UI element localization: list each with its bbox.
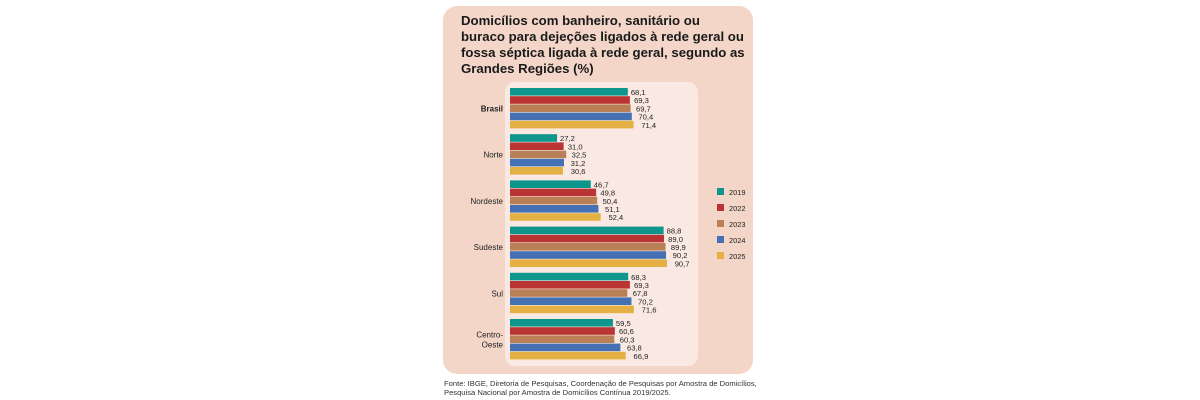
data-label: 32,5 bbox=[572, 151, 587, 160]
bar-2025 bbox=[510, 305, 634, 314]
data-label: 89,0 bbox=[668, 235, 683, 244]
bar-2023 bbox=[510, 196, 598, 205]
bar-2022 bbox=[510, 188, 597, 197]
legend-label: 2019 bbox=[729, 188, 745, 197]
bar-2025 bbox=[510, 167, 563, 175]
data-label: 63,8 bbox=[627, 344, 642, 353]
data-label: 70,4 bbox=[638, 113, 653, 122]
bar-2022 bbox=[510, 234, 664, 243]
chart-title: Domicílios com banheiro, sanitário ou bu… bbox=[461, 13, 745, 76]
category-label: Sul bbox=[491, 289, 503, 298]
bar-2022 bbox=[510, 142, 564, 150]
bar-2019 bbox=[510, 226, 664, 235]
data-label: 68,3 bbox=[631, 273, 646, 282]
data-label: 90,7 bbox=[675, 259, 690, 268]
plot-area bbox=[505, 82, 698, 366]
bar-2019 bbox=[510, 88, 628, 96]
data-label: 51,1 bbox=[605, 205, 620, 214]
data-label: 52,4 bbox=[608, 213, 623, 222]
data-label: 27,2 bbox=[560, 134, 575, 143]
bar-2025 bbox=[510, 120, 634, 129]
data-label: 31,2 bbox=[571, 159, 586, 168]
bar-2023 bbox=[510, 150, 567, 159]
bar-2019 bbox=[510, 180, 591, 188]
bar-2025 bbox=[510, 259, 667, 267]
bar-2024 bbox=[510, 251, 667, 259]
category-label: Oeste bbox=[482, 341, 504, 350]
source-note: Fonte: IBGE, Diretoria de Pesquisas, Coo… bbox=[444, 379, 757, 397]
bar-2025 bbox=[510, 351, 626, 360]
data-label: 30,6 bbox=[571, 167, 586, 176]
legend-swatch-2024 bbox=[717, 236, 724, 243]
data-label: 66,9 bbox=[634, 352, 649, 361]
data-label: 60,3 bbox=[620, 335, 635, 344]
data-label: 89,9 bbox=[671, 243, 686, 252]
data-label: 69,3 bbox=[634, 281, 649, 290]
bar-2019 bbox=[510, 319, 613, 327]
category-label: Norte bbox=[483, 151, 503, 160]
category-label: Centro- bbox=[476, 331, 503, 340]
category-label: Brasil bbox=[481, 105, 503, 114]
bar-2024 bbox=[510, 297, 632, 305]
bar-2024 bbox=[510, 205, 599, 213]
legend-swatch-2025 bbox=[717, 252, 724, 259]
bar-2023 bbox=[510, 243, 666, 251]
bar-2019 bbox=[510, 272, 629, 281]
legend-swatch-2019 bbox=[717, 188, 724, 195]
legend-label: 2025 bbox=[729, 252, 745, 261]
data-label: 70,2 bbox=[638, 297, 653, 306]
bar-2024 bbox=[510, 158, 564, 167]
legend-label: 2022 bbox=[729, 204, 745, 213]
legend-swatch-2023 bbox=[717, 220, 724, 227]
bar-2023 bbox=[510, 289, 628, 297]
bar-2023 bbox=[510, 104, 631, 112]
legend-label: 2024 bbox=[729, 236, 745, 245]
category-label: Nordeste bbox=[471, 197, 504, 206]
data-label: 46,7 bbox=[594, 180, 609, 189]
data-label: 68,1 bbox=[631, 88, 646, 97]
bar-2024 bbox=[510, 112, 632, 121]
data-label: 49,8 bbox=[600, 189, 615, 198]
data-label: 60,6 bbox=[619, 327, 634, 336]
data-label: 69,3 bbox=[634, 96, 649, 105]
data-label: 90,2 bbox=[673, 251, 688, 260]
data-label: 88,8 bbox=[667, 227, 682, 236]
bar-2019 bbox=[510, 134, 558, 142]
data-label: 59,5 bbox=[616, 319, 631, 328]
bar-2023 bbox=[510, 335, 615, 343]
legend-swatch-2022 bbox=[717, 204, 724, 211]
data-label: 71,6 bbox=[642, 306, 657, 315]
bar-2025 bbox=[510, 213, 601, 221]
data-label: 69,7 bbox=[636, 104, 651, 113]
data-label: 67,8 bbox=[633, 289, 648, 298]
bar-2022 bbox=[510, 281, 630, 289]
bar-2024 bbox=[510, 343, 621, 352]
legend-label: 2023 bbox=[729, 220, 745, 229]
data-label: 50,4 bbox=[603, 197, 618, 206]
bar-2022 bbox=[510, 96, 630, 104]
data-label: 31,0 bbox=[568, 142, 583, 151]
data-label: 71,4 bbox=[641, 121, 656, 130]
category-label: Sudeste bbox=[474, 243, 504, 252]
bar-2022 bbox=[510, 327, 615, 335]
